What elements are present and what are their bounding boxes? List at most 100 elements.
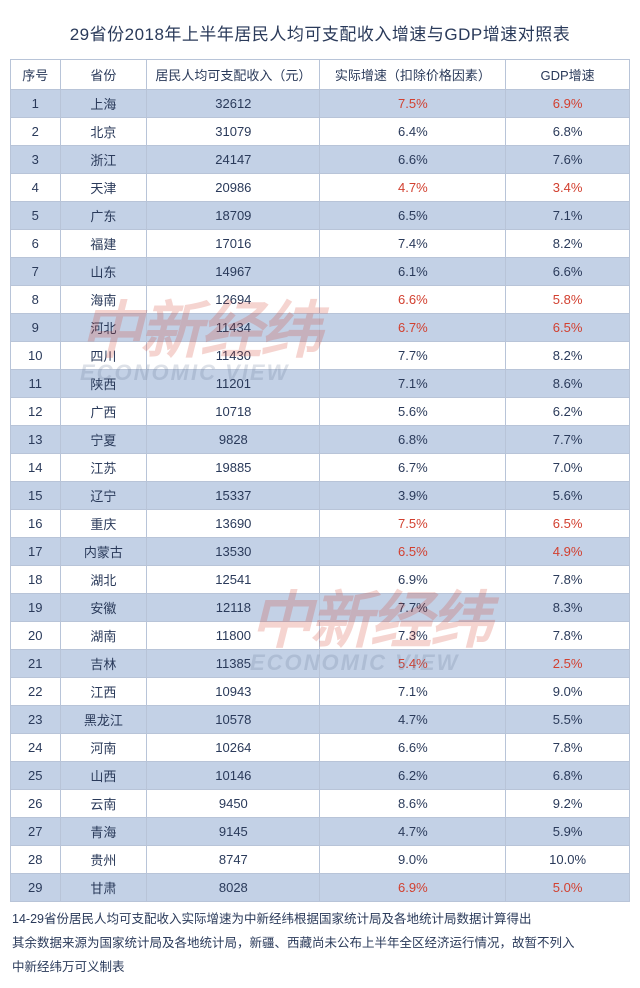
cell-province: 天津 <box>60 174 147 202</box>
cell-province: 吉林 <box>60 650 147 678</box>
cell-real-growth: 6.2% <box>320 762 506 790</box>
cell-province: 辽宁 <box>60 482 147 510</box>
cell-income: 10264 <box>147 734 320 762</box>
cell-seq: 18 <box>11 566 61 594</box>
cell-gdp-growth: 7.6% <box>506 146 630 174</box>
cell-real-growth: 3.9% <box>320 482 506 510</box>
cell-real-growth: 6.6% <box>320 734 506 762</box>
cell-income: 9828 <box>147 426 320 454</box>
cell-income: 15337 <box>147 482 320 510</box>
cell-gdp-growth: 9.0% <box>506 678 630 706</box>
cell-real-growth: 6.5% <box>320 538 506 566</box>
cell-seq: 7 <box>11 258 61 286</box>
cell-income: 19885 <box>147 454 320 482</box>
cell-seq: 19 <box>11 594 61 622</box>
cell-gdp-growth: 8.2% <box>506 230 630 258</box>
table-row: 13宁夏98286.8%7.7% <box>11 426 630 454</box>
cell-gdp-growth: 3.4% <box>506 174 630 202</box>
cell-income: 9145 <box>147 818 320 846</box>
table-header: 序号 省份 居民人均可支配收入（元） 实际增速（扣除价格因素） GDP增速 <box>11 60 630 90</box>
table-row: 19安徽121187.7%8.3% <box>11 594 630 622</box>
page-container: 29省份2018年上半年居民人均可支配收入增速与GDP增速对照表 序号 省份 居… <box>0 0 640 988</box>
cell-gdp-growth: 8.6% <box>506 370 630 398</box>
cell-province: 黑龙江 <box>60 706 147 734</box>
cell-seq: 23 <box>11 706 61 734</box>
cell-real-growth: 5.4% <box>320 650 506 678</box>
cell-income: 11201 <box>147 370 320 398</box>
table-row: 1上海326127.5%6.9% <box>11 90 630 118</box>
cell-gdp-growth: 9.2% <box>506 790 630 818</box>
cell-seq: 22 <box>11 678 61 706</box>
cell-real-growth: 6.7% <box>320 314 506 342</box>
cell-real-growth: 4.7% <box>320 818 506 846</box>
cell-province: 湖北 <box>60 566 147 594</box>
table-row: 21吉林113855.4%2.5% <box>11 650 630 678</box>
cell-real-growth: 6.5% <box>320 202 506 230</box>
cell-real-growth: 6.7% <box>320 454 506 482</box>
cell-real-growth: 6.8% <box>320 426 506 454</box>
cell-gdp-growth: 8.2% <box>506 342 630 370</box>
table-row: 2北京310796.4%6.8% <box>11 118 630 146</box>
cell-gdp-growth: 5.8% <box>506 286 630 314</box>
cell-income: 10578 <box>147 706 320 734</box>
table-row: 20湖南118007.3%7.8% <box>11 622 630 650</box>
cell-gdp-growth: 5.5% <box>506 706 630 734</box>
cell-real-growth: 6.9% <box>320 566 506 594</box>
cell-gdp-growth: 7.7% <box>506 426 630 454</box>
cell-seq: 20 <box>11 622 61 650</box>
cell-real-growth: 6.1% <box>320 258 506 286</box>
table-row: 7山东149676.1%6.6% <box>11 258 630 286</box>
table-row: 12广西107185.6%6.2% <box>11 398 630 426</box>
cell-income: 11385 <box>147 650 320 678</box>
cell-real-growth: 7.3% <box>320 622 506 650</box>
cell-income: 8028 <box>147 874 320 902</box>
cell-province: 重庆 <box>60 510 147 538</box>
cell-real-growth: 4.7% <box>320 174 506 202</box>
cell-gdp-growth: 6.6% <box>506 258 630 286</box>
cell-province: 四川 <box>60 342 147 370</box>
cell-province: 宁夏 <box>60 426 147 454</box>
cell-province: 湖南 <box>60 622 147 650</box>
footnote-line: 其余数据来源为国家统计局及各地统计局，新疆、西藏尚未公布上半年全区经济运行情况，… <box>12 932 630 956</box>
page-title: 29省份2018年上半年居民人均可支配收入增速与GDP增速对照表 <box>10 12 630 59</box>
cell-income: 32612 <box>147 90 320 118</box>
cell-seq: 13 <box>11 426 61 454</box>
cell-gdp-growth: 8.3% <box>506 594 630 622</box>
table-row: 14江苏198856.7%7.0% <box>11 454 630 482</box>
table-row: 6福建170167.4%8.2% <box>11 230 630 258</box>
cell-income: 12694 <box>147 286 320 314</box>
cell-seq: 1 <box>11 90 61 118</box>
cell-income: 11430 <box>147 342 320 370</box>
cell-income: 13530 <box>147 538 320 566</box>
cell-real-growth: 7.1% <box>320 678 506 706</box>
header-province: 省份 <box>60 60 147 90</box>
cell-province: 陕西 <box>60 370 147 398</box>
cell-real-growth: 6.6% <box>320 286 506 314</box>
cell-income: 11434 <box>147 314 320 342</box>
cell-seq: 11 <box>11 370 61 398</box>
cell-seq: 2 <box>11 118 61 146</box>
cell-real-growth: 7.5% <box>320 510 506 538</box>
cell-seq: 16 <box>11 510 61 538</box>
cell-income: 17016 <box>147 230 320 258</box>
table-row: 27青海91454.7%5.9% <box>11 818 630 846</box>
cell-gdp-growth: 7.8% <box>506 622 630 650</box>
cell-income: 12118 <box>147 594 320 622</box>
footnote-line: 14-29省份居民人均可支配收入实际增速为中新经纬根据国家统计局及各地统计局数据… <box>12 908 630 932</box>
cell-seq: 14 <box>11 454 61 482</box>
cell-income: 10146 <box>147 762 320 790</box>
cell-province: 甘肃 <box>60 874 147 902</box>
table-row: 25山西101466.2%6.8% <box>11 762 630 790</box>
cell-income: 10718 <box>147 398 320 426</box>
cell-real-growth: 8.6% <box>320 790 506 818</box>
cell-province: 山东 <box>60 258 147 286</box>
cell-province: 河南 <box>60 734 147 762</box>
cell-real-growth: 7.1% <box>320 370 506 398</box>
table-row: 10四川114307.7%8.2% <box>11 342 630 370</box>
cell-gdp-growth: 7.1% <box>506 202 630 230</box>
cell-real-growth: 7.4% <box>320 230 506 258</box>
table-row: 5广东187096.5%7.1% <box>11 202 630 230</box>
cell-gdp-growth: 7.0% <box>506 454 630 482</box>
table-row: 24河南102646.6%7.8% <box>11 734 630 762</box>
header-seq: 序号 <box>11 60 61 90</box>
